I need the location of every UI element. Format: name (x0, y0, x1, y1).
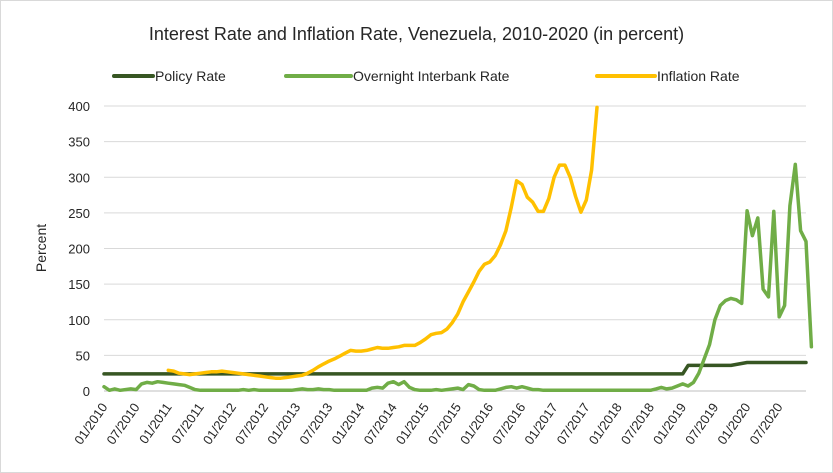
y-tick-label: 200 (68, 242, 90, 257)
series-lines (102, 105, 814, 393)
y-tick-label: 0 (83, 384, 90, 399)
y-tick-label: 350 (68, 135, 90, 150)
legend: Policy Rate Overnight Interbank Rate Infla… (112, 68, 740, 84)
series-line-overnight-interbank-rate (102, 162, 814, 393)
x-axis-ticks: 01/201007/201001/201107/201101/201207/20… (71, 400, 785, 447)
legend-label: Policy Rate (155, 68, 226, 84)
series-line-policy-rate (102, 360, 808, 376)
x-tick-label: 07/2020 (746, 400, 785, 447)
legend-label: Inflation Rate (657, 68, 740, 84)
x-tick-label: 07/2010 (103, 400, 142, 447)
y-axis-ticks: 0 50 100 150 200 250 300 350 400 (68, 99, 90, 399)
y-axis-label: Percent (33, 224, 49, 272)
gridlines (104, 105, 806, 392)
series-line-inflation-rate (166, 105, 599, 380)
y-tick-label: 300 (68, 170, 90, 185)
y-tick-label: 100 (68, 313, 90, 328)
y-tick-label: 50 (76, 348, 90, 363)
legend-label: Overnight Interbank Rate (353, 68, 510, 84)
y-tick-label: 150 (68, 277, 90, 292)
y-tick-label: 400 (68, 99, 90, 114)
y-tick-label: 250 (68, 206, 90, 221)
chart-title: Interest Rate and Inflation Rate, Venezu… (148, 24, 685, 44)
